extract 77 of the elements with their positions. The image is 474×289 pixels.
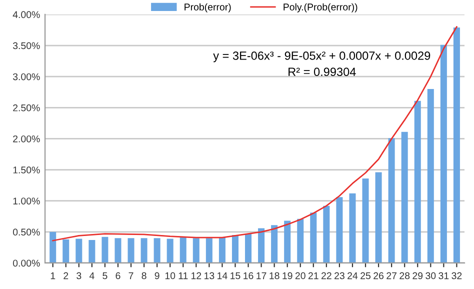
y-tick-label: 3.50% bbox=[12, 42, 40, 50]
bar bbox=[192, 238, 200, 263]
bar bbox=[88, 240, 96, 263]
bar bbox=[76, 238, 82, 263]
x-tick-label: 5 bbox=[102, 272, 108, 280]
y-tick-label: 4.00% bbox=[12, 11, 40, 18]
bar bbox=[362, 178, 369, 263]
bar bbox=[336, 197, 343, 263]
bar bbox=[297, 218, 304, 263]
annotation: y = 3E-06x³ - 9E-05x² + 0.0007x + 0.0029 bbox=[213, 52, 430, 62]
bar bbox=[271, 225, 278, 263]
x-tick-label: 32 bbox=[452, 272, 462, 280]
bar bbox=[427, 89, 434, 263]
x-tick-label: 26 bbox=[374, 272, 384, 280]
bar bbox=[401, 132, 408, 263]
y-tick-label: 1.00% bbox=[13, 198, 40, 204]
bar bbox=[323, 206, 330, 263]
bar bbox=[258, 228, 265, 263]
bar bbox=[50, 232, 56, 263]
bar bbox=[180, 238, 186, 263]
x-tick-label: 14 bbox=[218, 272, 228, 280]
x-tick-label: 25 bbox=[360, 272, 371, 280]
x-tick-label: 9 bbox=[154, 272, 160, 280]
bar bbox=[284, 220, 291, 263]
bar bbox=[245, 234, 252, 263]
bar bbox=[232, 235, 238, 263]
x-tick-label: 24 bbox=[348, 272, 358, 280]
bar bbox=[388, 138, 395, 263]
legend-label: Prob(error) bbox=[184, 3, 231, 12]
x-tick-label: 27 bbox=[386, 272, 396, 280]
bar bbox=[310, 212, 317, 263]
bar bbox=[349, 193, 356, 263]
x-tick-label: 29 bbox=[412, 272, 423, 280]
bar bbox=[62, 239, 70, 263]
bar bbox=[154, 238, 160, 263]
x-tick-label: 4 bbox=[89, 272, 94, 280]
x-tick-label: 17 bbox=[256, 272, 266, 280]
x-tick-label: 23 bbox=[334, 272, 344, 280]
x-tick-label: 16 bbox=[244, 272, 254, 280]
y-tick-label: 0.50% bbox=[12, 228, 40, 236]
x-tick-label: 11 bbox=[178, 272, 188, 280]
x-tick-label: 15 bbox=[230, 272, 240, 280]
x-tick-label: 21 bbox=[308, 272, 318, 280]
y-tick-label: 2.00% bbox=[13, 135, 40, 142]
annotation: R² = 0.99304 bbox=[288, 68, 356, 76]
x-tick-label: 2 bbox=[64, 272, 68, 280]
x-tick-label: 1 bbox=[50, 272, 56, 280]
x-tick-label: 7 bbox=[128, 272, 134, 280]
bar bbox=[166, 238, 174, 263]
y-tick-label: 3.00% bbox=[12, 73, 40, 80]
x-tick-label: 19 bbox=[282, 272, 292, 280]
x-tick-label: 31 bbox=[438, 272, 449, 280]
x-tick-label: 22 bbox=[322, 272, 332, 280]
x-tick-label: 13 bbox=[204, 272, 214, 280]
x-tick-label: 18 bbox=[270, 272, 280, 280]
y-tick-label: 1.50% bbox=[13, 166, 40, 174]
legend-label: Poly.(Prob(error)) bbox=[284, 3, 358, 12]
bar bbox=[140, 238, 148, 263]
bar bbox=[102, 236, 108, 263]
y-tick-label: 0.00% bbox=[12, 260, 40, 267]
x-tick-label: 6 bbox=[116, 272, 120, 280]
x-tick-label: 28 bbox=[400, 272, 410, 280]
bar bbox=[375, 172, 382, 263]
bar bbox=[440, 44, 447, 263]
bar bbox=[453, 28, 460, 263]
x-tick-label: 8 bbox=[142, 272, 146, 280]
x-tick-label: 20 bbox=[295, 272, 306, 280]
x-tick-label: 3 bbox=[76, 272, 82, 280]
bar bbox=[218, 238, 226, 263]
x-tick-label: 12 bbox=[191, 272, 202, 280]
bar bbox=[206, 238, 212, 263]
x-tick-label: 10 bbox=[165, 272, 176, 280]
x-tick-label: 30 bbox=[426, 272, 436, 280]
bar bbox=[414, 100, 421, 263]
bar bbox=[114, 238, 122, 263]
y-tick-label: 2.50% bbox=[13, 104, 40, 112]
bar bbox=[128, 238, 134, 263]
